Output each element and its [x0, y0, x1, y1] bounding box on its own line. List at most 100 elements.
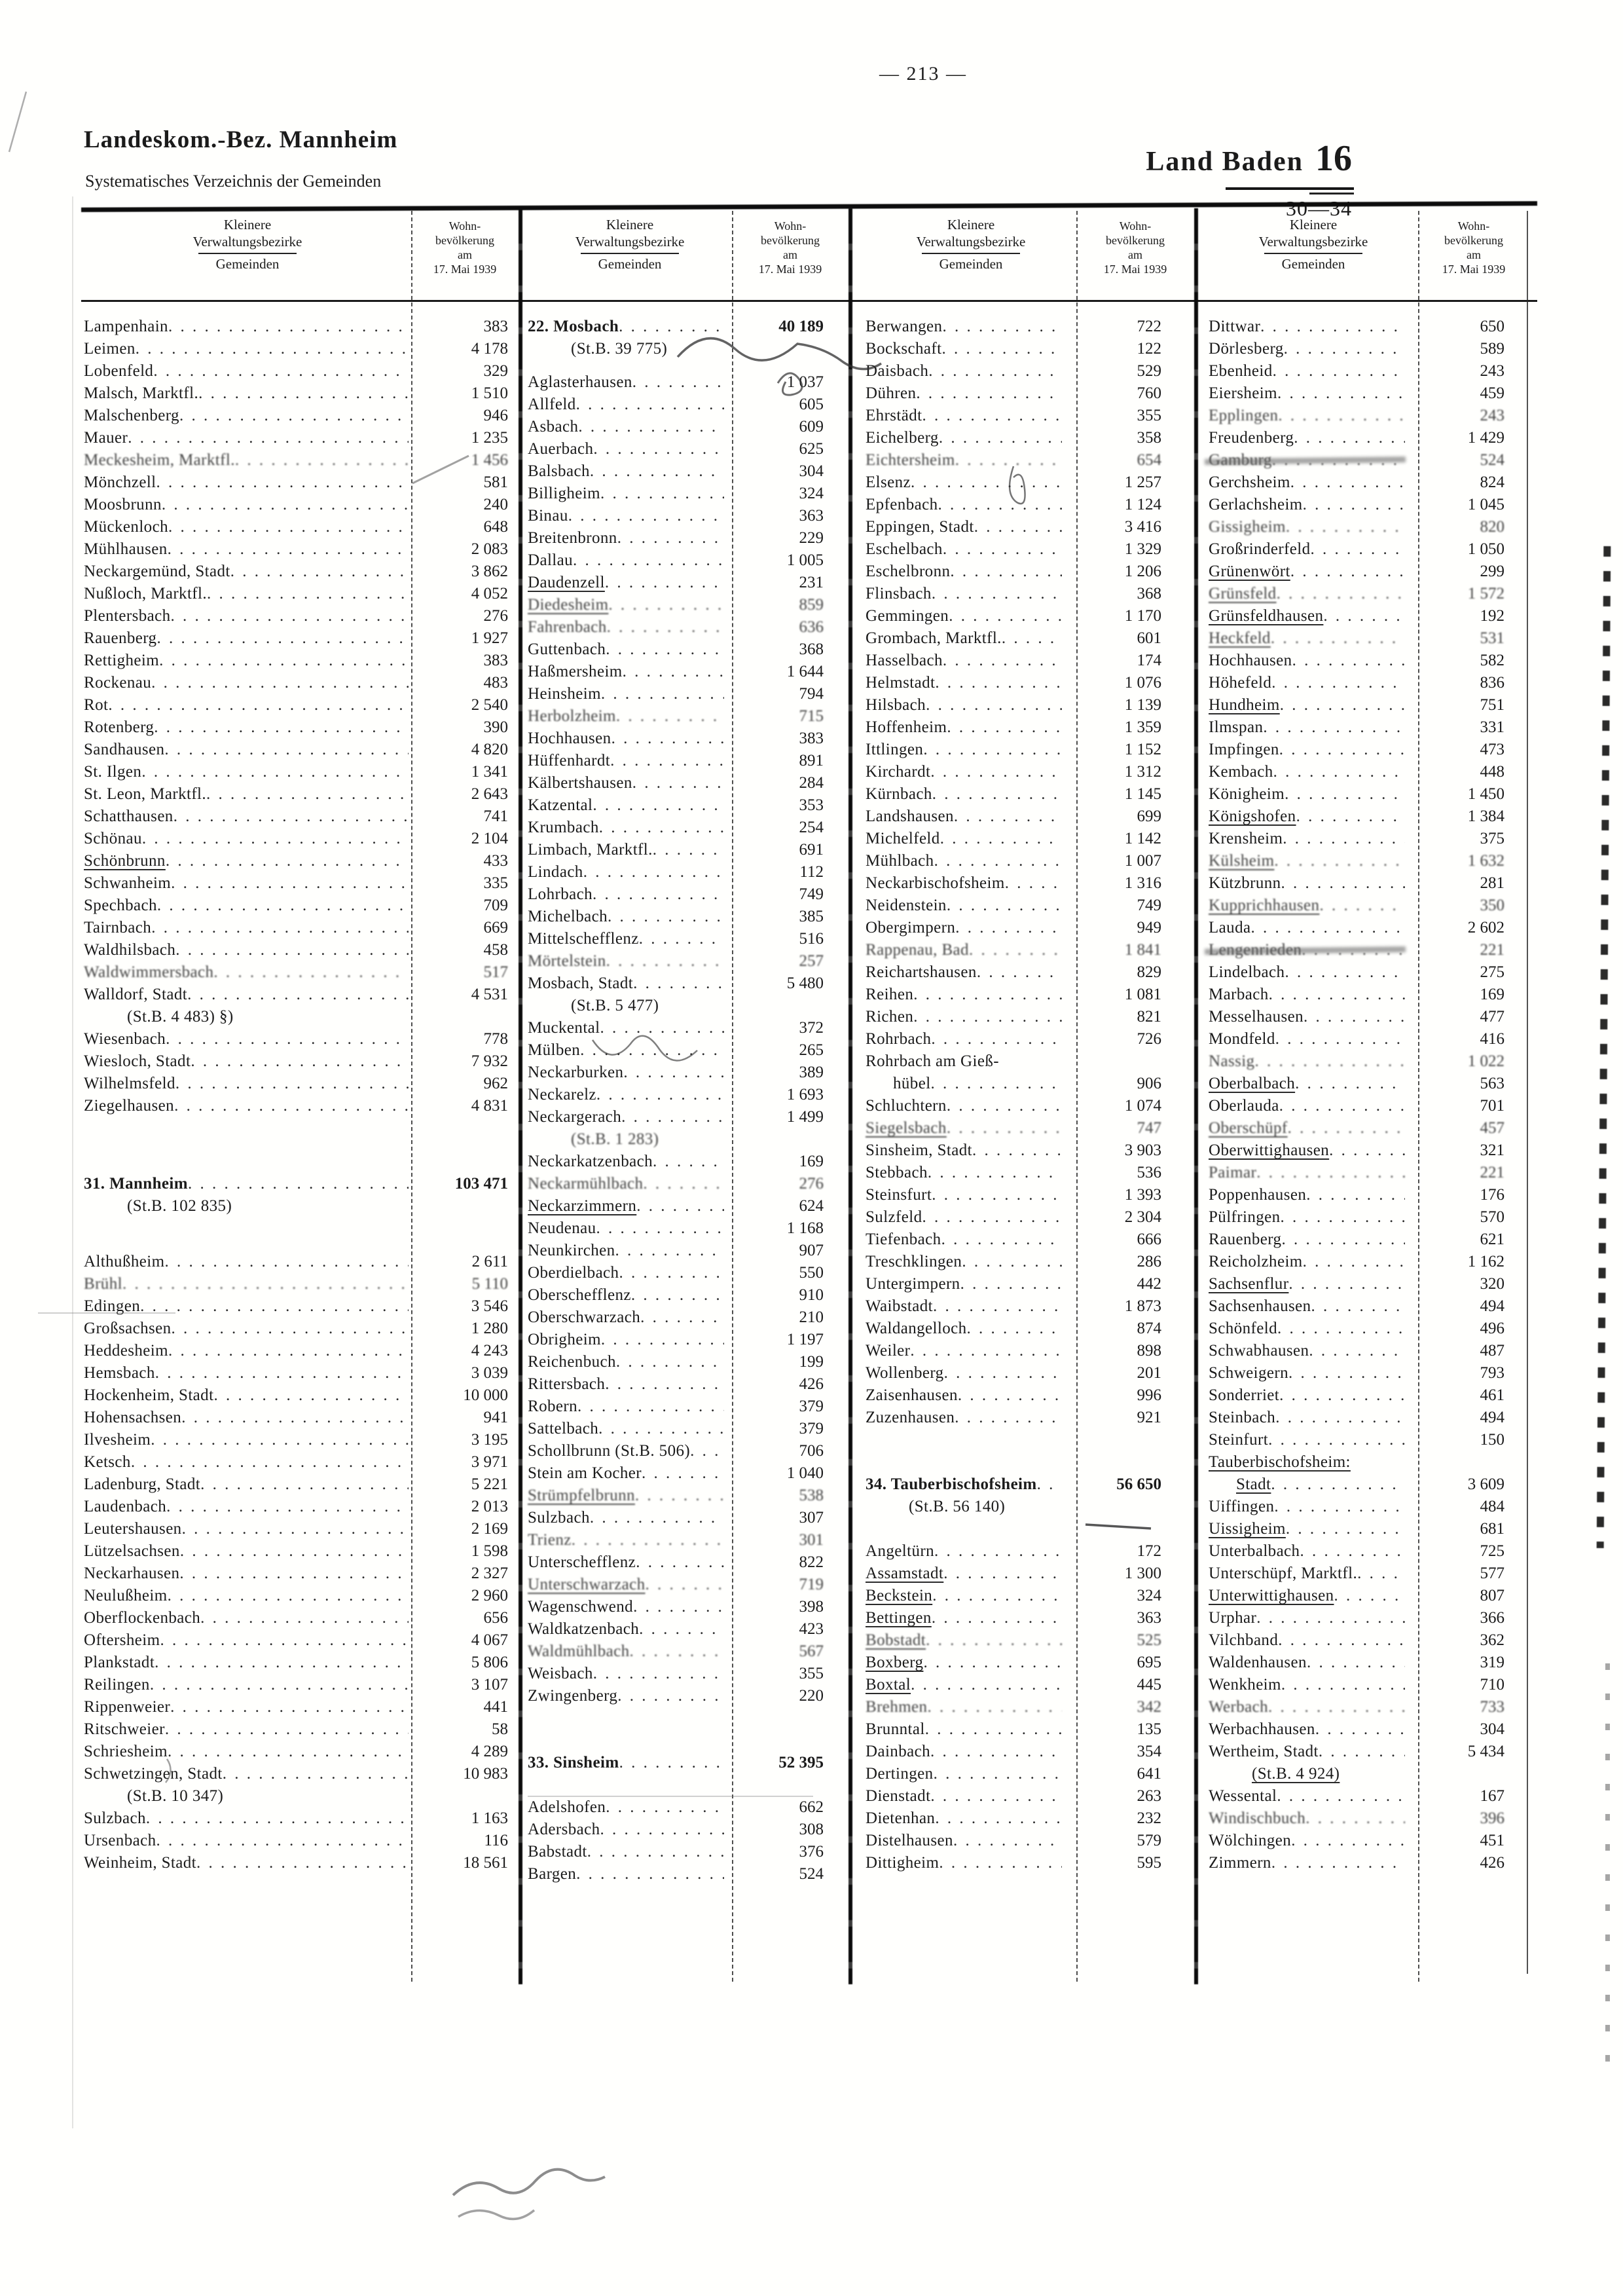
- dot-leader: [156, 627, 409, 650]
- population-value: 286: [1137, 1253, 1162, 1270]
- commune-row: Sachsenhausen 494: [1209, 1295, 1504, 1318]
- stb-note-row: (St.B. 39 775): [528, 338, 824, 360]
- population-value: 3 107: [471, 1676, 508, 1694]
- population-value: 517: [483, 963, 509, 981]
- dot-leader: [590, 1507, 724, 1529]
- dot-leader: [1291, 1830, 1405, 1852]
- dot-leader: [1288, 1362, 1405, 1384]
- commune-name: Gamburg: [1209, 451, 1272, 469]
- commune-name: Steinsfurt: [866, 1186, 932, 1204]
- dot-leader: [600, 1017, 724, 1039]
- commune-name: Grünenwört: [1209, 563, 1290, 580]
- dot-leader: [213, 961, 409, 984]
- population-value: 192: [1480, 607, 1505, 625]
- population-value: 1 197: [786, 1331, 824, 1348]
- population-value: 353: [799, 796, 824, 814]
- header-line: Gemeinden: [1281, 256, 1345, 272]
- population-value: 58: [492, 1720, 508, 1738]
- commune-name: Wölchingen: [1209, 1832, 1292, 1849]
- commune-name: Uiffingen: [1209, 1498, 1275, 1515]
- dot-leader: [1294, 427, 1405, 449]
- commune-name: Rohrbach: [866, 1030, 932, 1048]
- population-value: 751: [1480, 696, 1505, 714]
- commune-row: Grünsfeldhausen 192: [1209, 605, 1504, 627]
- commune-name: Lauda: [1209, 919, 1251, 936]
- commune-name: Waldhilsbach: [84, 941, 176, 959]
- population-value: 5 480: [786, 974, 824, 992]
- commune-name: Eichelberg: [866, 429, 939, 447]
- commune-name: Hochhausen: [1209, 652, 1292, 669]
- commune-row: Strümpfelbrunn 538: [528, 1485, 824, 1507]
- population-value: 458: [483, 941, 509, 959]
- commune-name: Unterschüpf, Marktfl.: [1209, 1565, 1358, 1582]
- population-value: 383: [483, 318, 509, 335]
- commune-row: Tairnbach 669: [84, 917, 508, 939]
- dot-leader: [950, 561, 1062, 583]
- dot-leader: [157, 895, 409, 917]
- dot-leader: [1281, 1206, 1405, 1229]
- commune-name: Oberschüpf: [1209, 1119, 1288, 1137]
- population-value: 376: [799, 1843, 824, 1861]
- commune-row: Mückenloch 648: [84, 516, 508, 538]
- dot-leader: [911, 472, 1062, 494]
- commune-name: Dallau: [528, 551, 574, 569]
- population-value: 350: [1480, 897, 1505, 914]
- commune-row: Untergimpern 442: [866, 1273, 1161, 1295]
- population-value: 747: [1137, 1119, 1162, 1137]
- dot-leader: [1290, 561, 1405, 583]
- commune-row: Siegelsbach 747: [866, 1117, 1161, 1139]
- commune-name: Haßmersheim: [528, 663, 623, 680]
- commune-name: (St.B. 4 483) §): [127, 1008, 234, 1026]
- dot-leader: [947, 895, 1062, 917]
- group-separator-2: [848, 208, 852, 1984]
- dot-leader: [1281, 1674, 1405, 1696]
- dot-leader: [171, 872, 409, 895]
- commune-row: Marbach 169: [1209, 984, 1504, 1006]
- dot-leader: [136, 338, 409, 360]
- commune-name: Reichartshausen: [866, 963, 977, 981]
- commune-row: Richen 821: [866, 1006, 1161, 1028]
- commune-name: Schwetzingen, Stadt: [84, 1765, 223, 1783]
- dot-leader: [633, 972, 724, 995]
- dot-leader: [1295, 1073, 1405, 1095]
- dot-leader: [977, 961, 1062, 984]
- commune-row: Schönau 2 104: [84, 828, 508, 850]
- population-value: 681: [1480, 1520, 1505, 1538]
- population-value: 1 045: [1467, 496, 1504, 513]
- population-value: 907: [799, 1242, 824, 1259]
- value-separator-3: [1076, 211, 1078, 1982]
- population-value: 733: [1480, 1698, 1505, 1716]
- commune-row: Mittelschefflenz 516: [528, 928, 824, 950]
- population-value: 524: [799, 1865, 824, 1883]
- dot-leader: [1319, 1741, 1405, 1763]
- commune-row: Neckarbischofsheim 1 316: [866, 872, 1161, 895]
- commune-row: Lampenhain 383: [84, 316, 508, 338]
- population-value: 1 163: [471, 1809, 508, 1827]
- commune-name: Weiler: [866, 1342, 911, 1360]
- dot-leader: [1288, 1117, 1405, 1139]
- commune-row: Messelhausen 477: [1209, 1006, 1504, 1028]
- commune-name: Schweigern: [1209, 1364, 1289, 1382]
- population-value: 654: [1137, 451, 1162, 469]
- commune-row: Gamburg 524: [1209, 449, 1504, 472]
- commune-row: Boxtal 445: [866, 1674, 1161, 1696]
- dot-leader: [1357, 1563, 1405, 1585]
- population-value: 1 152: [1124, 741, 1161, 758]
- commune-name: Hockenheim, Stadt: [84, 1386, 214, 1404]
- commune-row: Assamstadt 1 300: [866, 1563, 1161, 1585]
- dot-leader: [122, 1273, 409, 1295]
- population-value: 385: [799, 908, 824, 925]
- commune-name: Werbachhausen: [1209, 1720, 1315, 1738]
- commune-row: Mülben 265: [528, 1039, 824, 1062]
- commune-row: Reilingen 3 107: [84, 1674, 508, 1696]
- commune-row: Beckstein 324: [866, 1585, 1161, 1607]
- dot-leader: [1005, 872, 1062, 895]
- header-line: Verwaltungsbezirke: [1258, 234, 1368, 250]
- commune-row: Stadt 3 609: [1209, 1473, 1504, 1496]
- dot-leader: [601, 1329, 724, 1351]
- commune-name: Strümpfelbrunn: [528, 1487, 635, 1504]
- commune-row: Wertheim, Stadt 5 434: [1209, 1741, 1504, 1763]
- population-value: 1 168: [786, 1219, 824, 1237]
- dot-leader: [182, 1518, 409, 1540]
- commune-row: Neckarhausen 2 327: [84, 1563, 508, 1585]
